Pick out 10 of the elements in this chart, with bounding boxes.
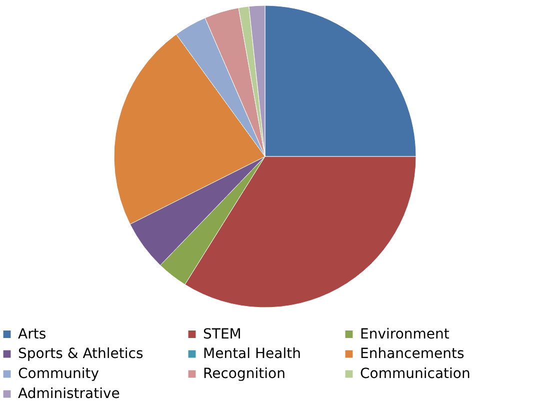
legend-label: Recognition xyxy=(203,366,286,382)
legend-label: Environment xyxy=(360,326,450,342)
legend-label: Administrative xyxy=(18,386,120,402)
legend-label: Enhancements xyxy=(360,346,464,362)
legend-label: Sports & Athletics xyxy=(18,346,144,362)
legend-label: Arts xyxy=(18,326,46,342)
legend-label: Community xyxy=(18,366,100,382)
legend-label: Communication xyxy=(360,366,470,382)
legend-label: STEM xyxy=(203,326,242,342)
legend-label: Mental Health xyxy=(203,346,301,362)
